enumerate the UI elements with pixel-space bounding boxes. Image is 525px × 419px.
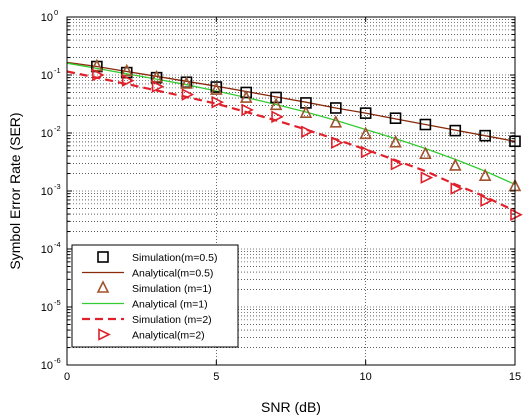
data-point <box>359 126 372 140</box>
legend-entry: Simulation (m=1) <box>96 280 212 295</box>
legend-marker-swatch <box>96 280 110 293</box>
data-point <box>419 118 432 131</box>
data-point <box>389 134 402 148</box>
legend: Simulation(m=0.5) Analytical(m=0.5) Simula… <box>71 244 239 348</box>
grid <box>67 17 515 365</box>
series-5 <box>92 68 523 222</box>
series-3 <box>66 62 516 185</box>
data-point <box>269 97 283 111</box>
data-point <box>448 158 462 171</box>
data-point <box>480 194 493 208</box>
data-point <box>240 86 252 99</box>
legend-label: Simulation(m=0.5) <box>132 252 218 264</box>
y-tick-label-exponent: 0 <box>54 8 58 17</box>
y-tick-label-base: 10 <box>41 12 53 24</box>
y-axis-title: Symbol Error Rate (SER) <box>7 112 23 269</box>
y-tick-label-exponent: -5 <box>54 298 61 307</box>
legend-entry: Simulation (m=2) <box>82 314 212 326</box>
legend-marker-swatch <box>97 251 109 263</box>
data-point <box>390 157 404 171</box>
data-point <box>360 145 374 159</box>
data-point <box>510 208 523 222</box>
y-tick-label-base: 10 <box>41 70 53 82</box>
y-tick-label: 10 <box>41 244 53 256</box>
legend-entry: Simulation(m=0.5) <box>97 251 218 264</box>
y-tick-label: 10 <box>41 12 53 24</box>
data-point <box>389 112 402 124</box>
data-point <box>271 110 284 124</box>
data-point <box>211 95 225 109</box>
series-group <box>66 58 523 222</box>
y-tick-label: 10 <box>41 70 53 82</box>
ticks <box>66 16 516 366</box>
y-tick-label: 10 <box>41 128 53 140</box>
y-tick-label-exponent: -1 <box>54 66 61 75</box>
data-point <box>301 125 314 139</box>
data-point <box>151 80 165 93</box>
series-line <box>66 61 516 142</box>
data-point <box>92 68 105 82</box>
data-point <box>329 102 342 114</box>
legend-label: Simulation (m=2) <box>132 314 212 326</box>
legend-entry: Analytical(m=2) <box>98 328 205 342</box>
x-tick-label: 10 <box>360 371 372 383</box>
legend-entry: Analytical(m=0.5) <box>82 268 213 280</box>
y-tick-label-base: 10 <box>41 302 53 314</box>
data-point <box>479 129 491 142</box>
y-tick-label-exponent: -3 <box>54 182 61 191</box>
series-1 <box>66 61 516 142</box>
legend-label: Analytical(m=2) <box>132 330 205 342</box>
data-point <box>270 91 282 104</box>
y-tick-label: 10 <box>41 360 53 372</box>
data-point <box>329 114 343 128</box>
data-point <box>478 168 492 181</box>
data-point <box>210 81 223 93</box>
data-point <box>299 105 313 118</box>
data-point <box>150 69 163 83</box>
y-tick-label-exponent: -4 <box>54 240 61 249</box>
y-tick-label-base: 10 <box>41 186 53 198</box>
data-point <box>450 182 464 195</box>
data-point <box>180 76 193 89</box>
y-tick-label: 10 <box>41 302 53 314</box>
x-tick-label: 5 <box>213 371 219 383</box>
y-tick-label: 10 <box>41 186 53 198</box>
data-point <box>121 74 135 87</box>
data-point <box>210 82 223 95</box>
y-tick-label-exponent: -2 <box>54 124 61 133</box>
x-axis-title: SNR (dB) <box>261 399 321 415</box>
legend-label: Analytical(m=0.5) <box>132 268 213 280</box>
data-point <box>420 171 434 184</box>
y-tick-label-base: 10 <box>41 360 53 372</box>
data-point <box>330 136 344 150</box>
x-tick-label: 15 <box>509 371 521 383</box>
data-point <box>449 124 462 137</box>
data-point <box>359 107 372 119</box>
series-line <box>66 62 516 185</box>
legend-label: Simulation (m=1) <box>132 283 212 295</box>
data-point <box>419 146 432 160</box>
legend-label: Analytical (m=1) <box>132 299 208 311</box>
legend-marker-swatch <box>98 328 111 341</box>
y-tick-label-base: 10 <box>41 128 53 140</box>
legend-entry: Analytical (m=1) <box>82 299 208 311</box>
data-point <box>181 88 195 101</box>
data-point <box>241 103 254 117</box>
x-tick-label: 0 <box>64 371 70 383</box>
y-tick-label-base: 10 <box>41 244 53 256</box>
y-tick-label-exponent: -6 <box>54 356 61 365</box>
data-point <box>90 58 104 72</box>
data-point <box>239 90 253 103</box>
data-point <box>120 63 134 77</box>
